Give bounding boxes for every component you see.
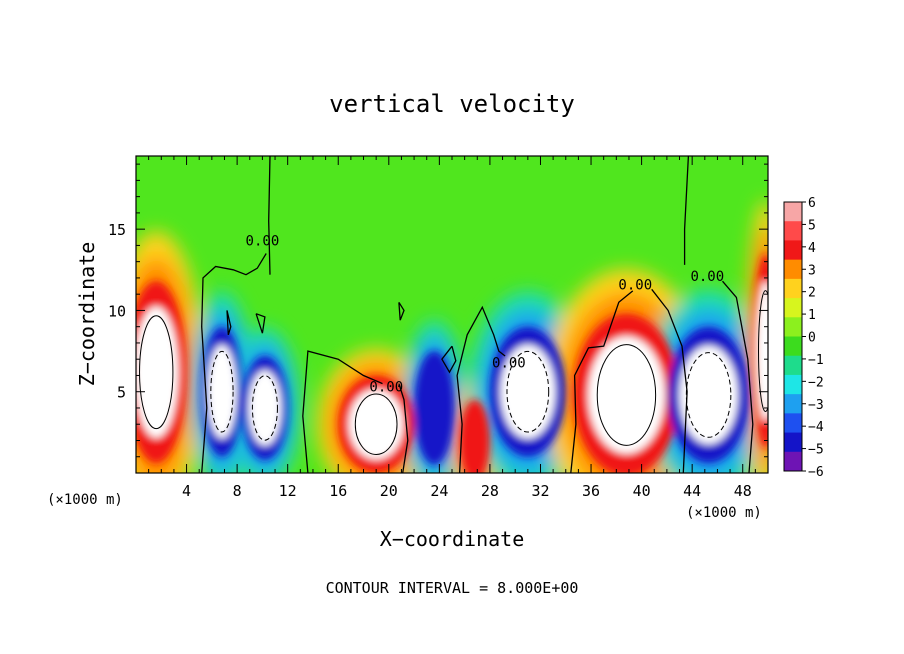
- colorbar-swatch: [784, 298, 802, 318]
- zero-contour-1: [201, 253, 267, 473]
- contour-label: 0.00: [492, 355, 526, 371]
- field-cell-downdraft-7-level-4: [500, 344, 556, 439]
- field-cell-updraft-8-level-4: [588, 336, 665, 454]
- colorbar-swatch: [784, 259, 802, 280]
- y-tick-label: 10: [108, 302, 126, 320]
- field-cell-updraft-10-level-4: [756, 280, 768, 422]
- colorbar-tick-label: 0: [808, 331, 816, 346]
- colorbar-tick-label: −1: [808, 353, 824, 368]
- zero-contour-8: [683, 156, 690, 265]
- zero-contour-7: [651, 288, 688, 473]
- field-cell-downdraft-9-level-4: [679, 345, 738, 445]
- contour-label: 0.00: [690, 269, 724, 285]
- y-axis-label: Z−coordinate: [75, 242, 99, 387]
- colorbar-swatch: [784, 432, 802, 453]
- colorbar-swatch: [784, 336, 802, 357]
- colorbar-tick-label: 3: [808, 263, 816, 278]
- colorbar-swatch: [784, 202, 802, 222]
- contour-core-3: [251, 375, 278, 441]
- x-tick-label: 44: [683, 482, 701, 500]
- colorbar-tick-label: 2: [808, 286, 816, 301]
- colorbar-swatch: [784, 240, 802, 261]
- contour-label: 0.00: [618, 277, 652, 293]
- contour-core-2: [210, 350, 234, 433]
- colorbar-tick-label: −6: [808, 465, 824, 480]
- field-cell-downdraft-5-level-3: [414, 351, 455, 465]
- x-tick-label: 28: [481, 482, 499, 500]
- contour-core-8: [596, 344, 657, 446]
- x-axis-label: X−coordinate: [380, 527, 525, 551]
- field-cell-updraft-1-level-4: [136, 306, 179, 438]
- colorbar-swatch: [784, 221, 802, 241]
- contour-interval-note: CONTOUR INTERVAL = 8.000E+00: [326, 579, 579, 597]
- colorbar-tick-label: 6: [808, 196, 816, 211]
- colorbar-swatch: [784, 355, 802, 376]
- y-tick-label: 15: [108, 221, 126, 239]
- zero-contour-3: [302, 350, 383, 473]
- x-tick-label: 20: [380, 482, 398, 500]
- zero-contour-12: [398, 301, 405, 321]
- x-tick-label: 12: [279, 482, 297, 500]
- x-tick-label: 40: [633, 482, 651, 500]
- x-tick-label: 4: [182, 482, 191, 500]
- colorbar-swatch: [784, 394, 802, 414]
- zero-contour-11: [255, 313, 266, 334]
- zero-contour-9: [722, 280, 754, 473]
- colorbar-tick-label: −3: [808, 398, 824, 413]
- contour-core-9: [685, 352, 732, 438]
- colorbar-tick-label: −2: [808, 375, 824, 390]
- colorbar-swatch: [784, 278, 802, 299]
- colorbar-swatch: [784, 451, 802, 472]
- field-cell-updraft-4-level-4: [348, 389, 404, 460]
- chart-title: vertical velocity: [329, 90, 575, 118]
- zero-contour-10: [226, 310, 232, 335]
- contour-label: 0.00: [369, 380, 403, 396]
- contour-core-1: [139, 315, 174, 430]
- contour-core-4: [354, 393, 398, 455]
- colorbar-tick-label: 1: [808, 308, 816, 323]
- plot-area: 0.00 0.00 0.00 0.00 0.00: [136, 156, 768, 473]
- contour-core-7: [506, 350, 550, 433]
- x-tick-label: 36: [582, 482, 600, 500]
- field-cell-updraft-6-level-3: [459, 399, 490, 473]
- zero-contour-4: [398, 383, 409, 473]
- contour-label: 0.00: [246, 233, 280, 249]
- colorbar-tick-label: 4: [808, 241, 816, 256]
- colorbar-swatch: [784, 374, 802, 395]
- zero-contour-13: [441, 345, 457, 374]
- x-tick-label: 8: [233, 482, 242, 500]
- colorbar: 6 5 4 3 2 1 0 −1 −2 −3 −4 −5 −6: [783, 196, 824, 480]
- x-tick-label: 24: [430, 482, 448, 500]
- zero-contour-5: [456, 305, 506, 473]
- colorbar-tick-label: −5: [808, 443, 824, 458]
- z-unit-label: (×1000 m): [47, 492, 123, 508]
- contour-core-10: [758, 290, 768, 413]
- colorbar-tick-label: 5: [808, 218, 816, 233]
- zero-contour-2: [268, 156, 271, 275]
- y-tick-label: 5: [117, 384, 126, 402]
- zero-contour-6: [570, 290, 634, 473]
- field-cell-downdraft-3-level-4: [248, 370, 282, 446]
- x-tick-label: 16: [329, 482, 347, 500]
- field-cell-downdraft-2-level-4: [207, 344, 237, 439]
- x-tick-label: 32: [531, 482, 549, 500]
- x-unit-label: (×1000 m): [686, 505, 762, 521]
- colorbar-tick-label: −4: [808, 420, 824, 435]
- colorbar-swatch: [784, 413, 802, 434]
- colorbar-swatch: [784, 317, 802, 337]
- x-tick-label: 48: [734, 482, 752, 500]
